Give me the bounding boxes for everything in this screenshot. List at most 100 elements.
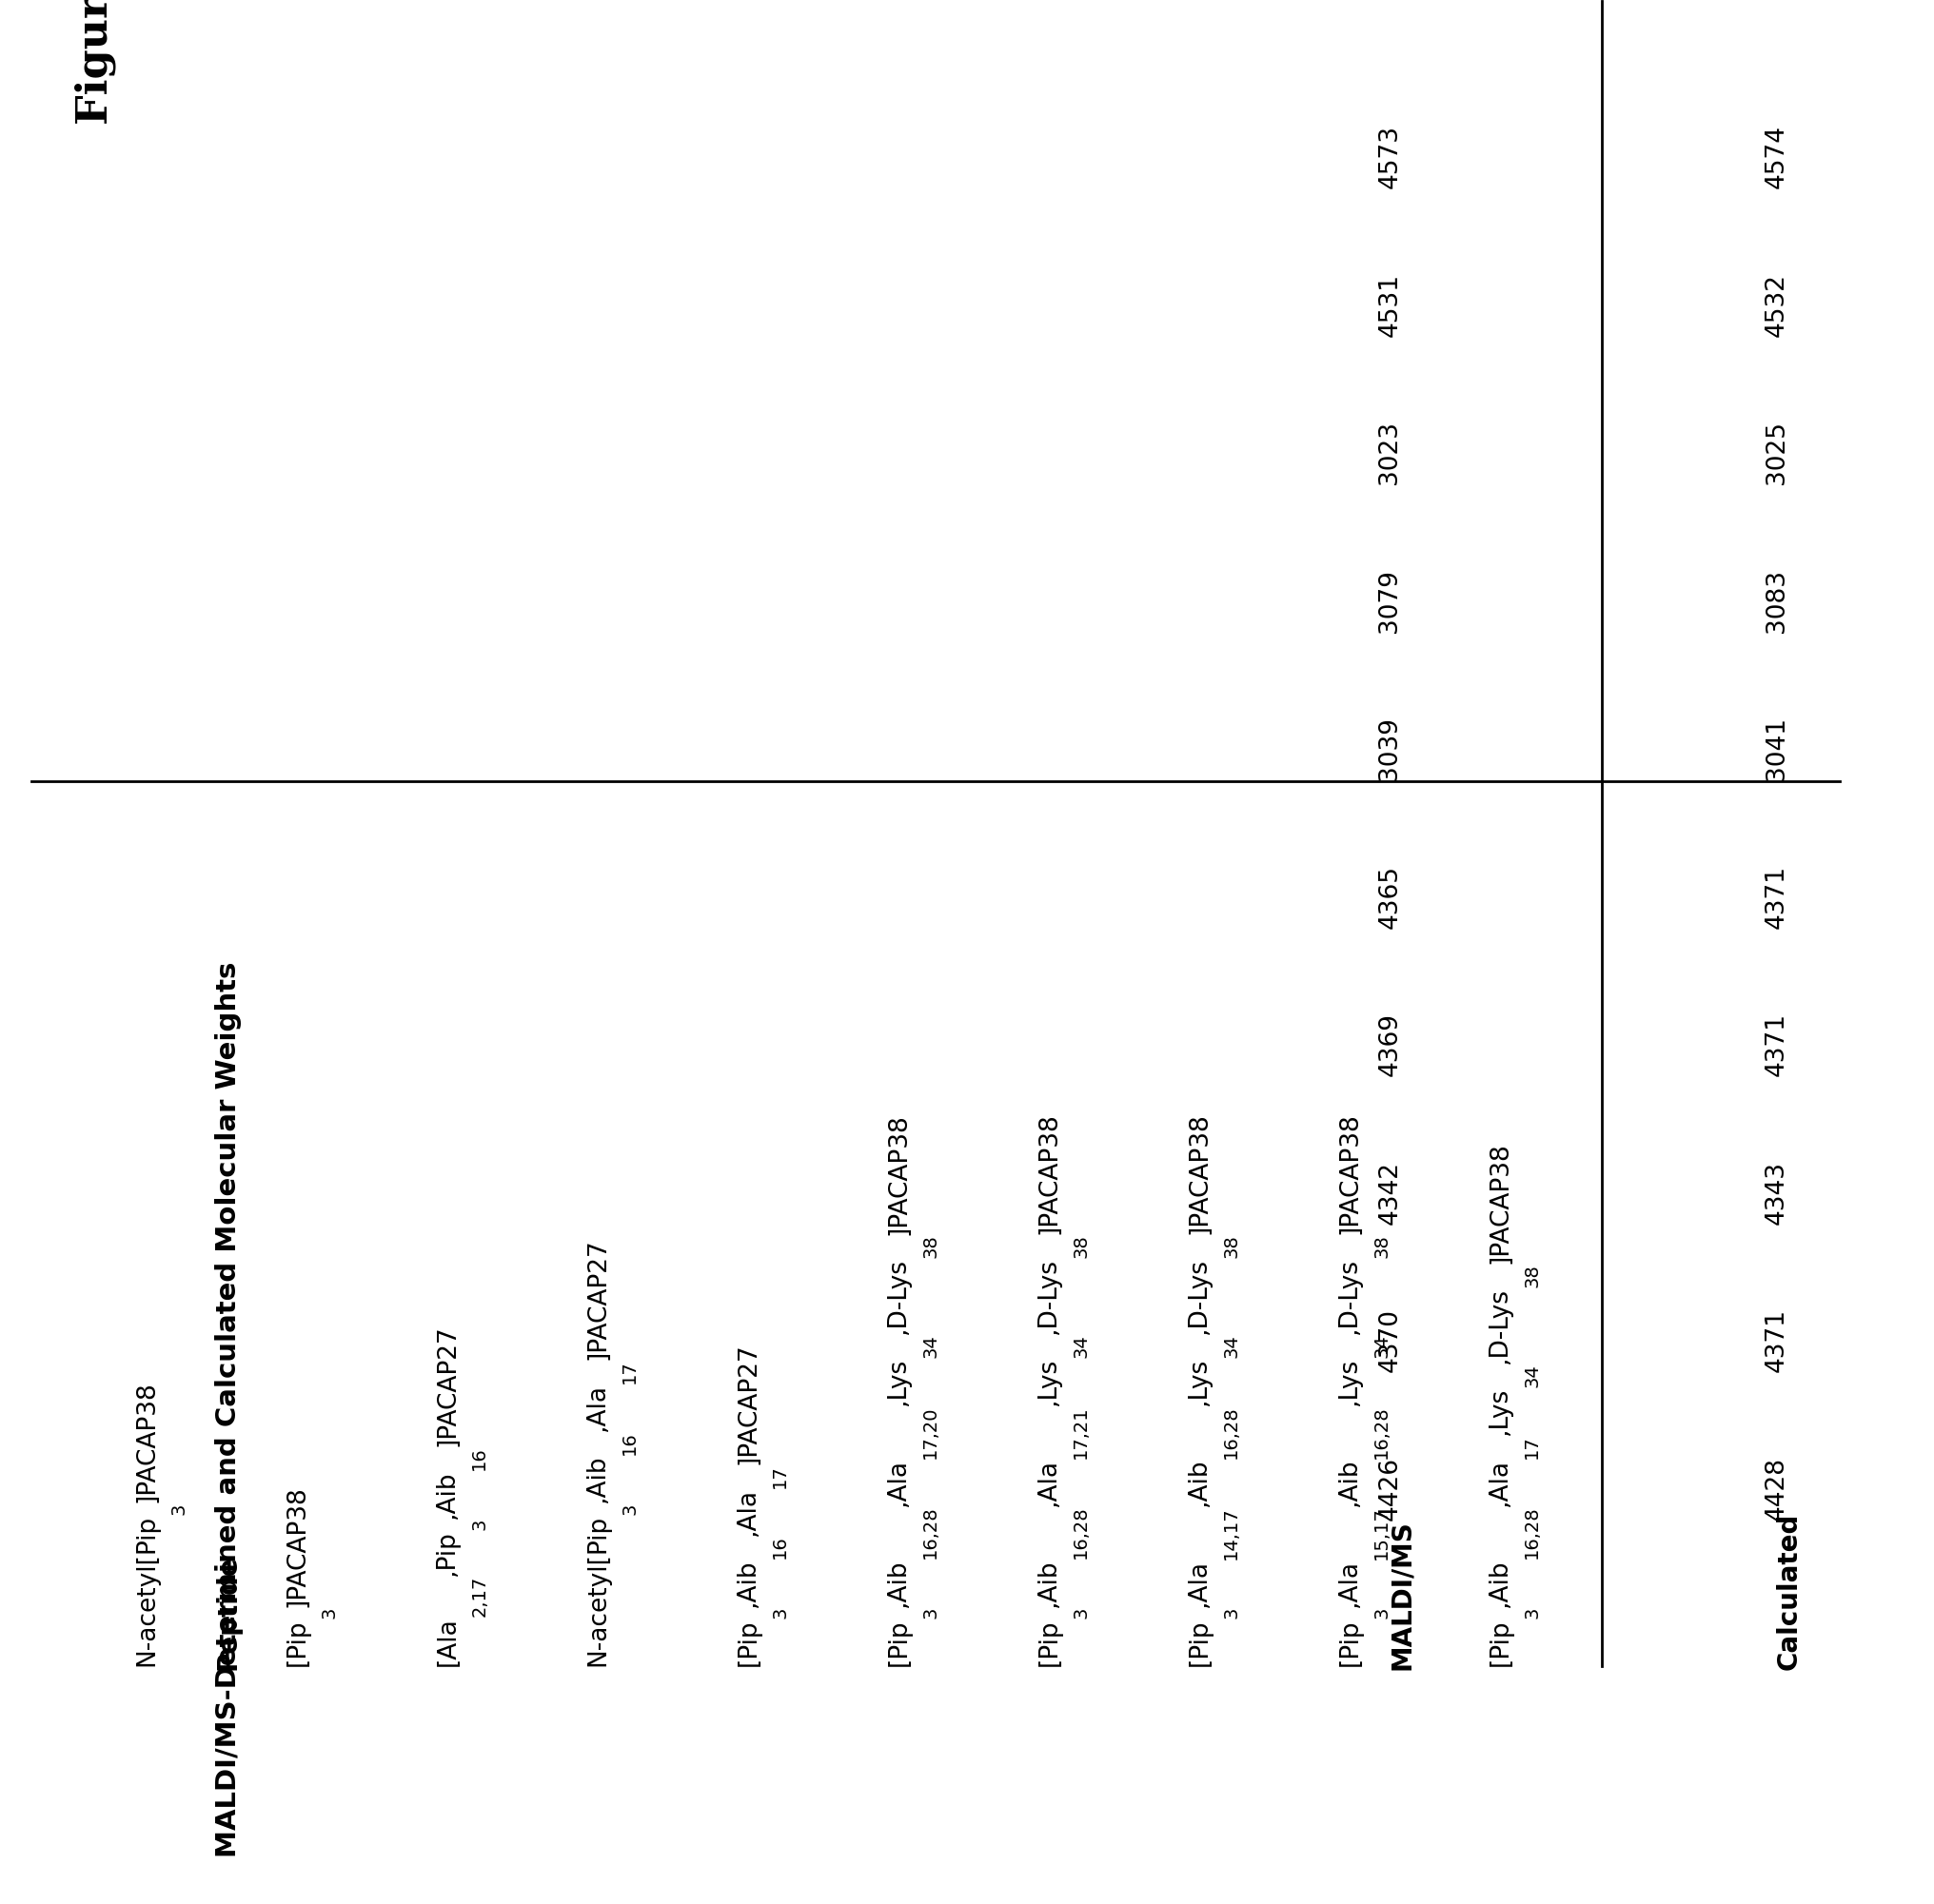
Text: 3: 3: [921, 1607, 940, 1618]
Text: 16,28: 16,28: [1522, 1506, 1541, 1559]
Text: ,Lys: ,Lys: [1487, 1388, 1512, 1436]
Text: 17: 17: [772, 1464, 789, 1487]
Text: 16: 16: [621, 1432, 638, 1455]
Text: 4428: 4428: [1764, 1457, 1789, 1519]
Text: 16: 16: [470, 1447, 487, 1470]
Text: ,D-Lys: ,D-Lys: [1037, 1259, 1062, 1335]
Text: 15,17: 15,17: [1371, 1506, 1391, 1559]
Text: ]PACAP27: ]PACAP27: [435, 1325, 460, 1447]
Text: ,Lys: ,Lys: [1336, 1358, 1362, 1405]
Text: MALDI/MS: MALDI/MS: [1389, 1519, 1416, 1670]
Text: 34: 34: [1522, 1363, 1541, 1388]
Text: 3: 3: [621, 1502, 638, 1514]
Text: [Ala: [Ala: [435, 1616, 460, 1666]
Text: ]PACAP38: ]PACAP38: [135, 1380, 159, 1502]
Text: 38: 38: [1522, 1264, 1541, 1287]
Text: 17: 17: [1522, 1436, 1541, 1458]
Text: 3: 3: [170, 1502, 188, 1514]
Text: Peptide: Peptide: [215, 1556, 242, 1670]
Text: 17: 17: [621, 1359, 638, 1384]
Text: 4365: 4365: [1377, 864, 1402, 929]
Text: ,Aib: ,Aib: [735, 1559, 760, 1607]
Text: ,Ala: ,Ala: [1487, 1458, 1512, 1506]
Text: 16,28: 16,28: [1371, 1405, 1391, 1458]
Text: 4532: 4532: [1764, 272, 1789, 337]
Text: ,Aib: ,Aib: [435, 1470, 460, 1517]
Text: ,D-Lys: ,D-Lys: [1487, 1287, 1512, 1363]
Text: 4342: 4342: [1377, 1161, 1402, 1224]
Text: 3: 3: [1071, 1607, 1089, 1618]
Text: Figure 2: Figure 2: [75, 0, 116, 124]
Text: [Pip: [Pip: [1336, 1618, 1362, 1666]
Text: ,Ala: ,Ala: [886, 1458, 911, 1506]
Text: ,D-Lys: ,D-Lys: [886, 1259, 911, 1335]
Text: 3: 3: [1522, 1607, 1541, 1618]
Text: ,Aib: ,Aib: [1336, 1458, 1362, 1506]
Text: 16,28: 16,28: [921, 1506, 940, 1559]
Text: ,Ala: ,Ala: [1187, 1559, 1211, 1607]
Text: ,Ala: ,Ala: [735, 1487, 760, 1535]
Text: 3: 3: [319, 1607, 338, 1618]
Text: ,Aib: ,Aib: [586, 1455, 609, 1502]
Text: ]PACAP38: ]PACAP38: [1336, 1112, 1362, 1234]
Text: 4531: 4531: [1377, 272, 1402, 337]
Text: ,D-Lys: ,D-Lys: [1187, 1259, 1211, 1335]
Text: N-acetyl[Pip: N-acetyl[Pip: [135, 1514, 159, 1666]
Text: [Pip: [Pip: [886, 1618, 911, 1666]
Text: ,Aib: ,Aib: [886, 1559, 911, 1607]
Text: ,Lys: ,Lys: [886, 1358, 911, 1405]
Text: Calculated: Calculated: [1775, 1512, 1801, 1670]
Text: ]PACAP27: ]PACAP27: [586, 1238, 609, 1359]
Text: ]PACAP38: ]PACAP38: [1187, 1114, 1211, 1234]
Text: 4574: 4574: [1764, 126, 1789, 188]
Text: 3079: 3079: [1377, 569, 1402, 632]
Text: 34: 34: [1222, 1335, 1240, 1358]
Text: 16: 16: [772, 1535, 789, 1559]
Text: [Pip: [Pip: [735, 1618, 760, 1666]
Text: [Pip: [Pip: [1187, 1618, 1211, 1666]
Text: 34: 34: [921, 1335, 940, 1358]
Text: 38: 38: [921, 1234, 940, 1259]
Text: 17,20: 17,20: [921, 1405, 940, 1458]
Text: ,Aib: ,Aib: [1487, 1559, 1512, 1607]
Text: 16,28: 16,28: [1071, 1506, 1089, 1559]
Text: ]PACAP27: ]PACAP27: [735, 1342, 760, 1464]
Text: ,Ala: ,Ala: [1037, 1458, 1062, 1506]
Text: 4573: 4573: [1377, 126, 1402, 188]
Text: 4371: 4371: [1764, 1308, 1789, 1373]
Text: 4371: 4371: [1764, 864, 1789, 929]
Text: 3025: 3025: [1764, 421, 1789, 484]
Text: 3039: 3039: [1377, 716, 1402, 781]
Text: 4343: 4343: [1764, 1161, 1789, 1224]
Text: 3041: 3041: [1764, 716, 1789, 781]
Text: MALDI/MS-Determined and Calculated Molecular Weights: MALDI/MS-Determined and Calculated Molec…: [215, 962, 242, 1856]
Text: ]PACAP38: ]PACAP38: [886, 1114, 911, 1234]
Text: 3023: 3023: [1377, 421, 1402, 484]
Text: ,Aib: ,Aib: [1037, 1559, 1062, 1607]
Text: 3: 3: [1222, 1607, 1240, 1618]
Text: ,Lys: ,Lys: [1037, 1358, 1062, 1405]
Text: 34: 34: [1071, 1335, 1089, 1358]
Text: N-acetyl[Pip: N-acetyl[Pip: [586, 1514, 609, 1666]
Text: 14,17: 14,17: [1222, 1506, 1240, 1559]
Text: 38: 38: [1222, 1234, 1240, 1259]
Text: 3: 3: [1371, 1607, 1391, 1618]
Text: [Pip: [Pip: [284, 1618, 309, 1666]
Text: ,Lys: ,Lys: [1187, 1358, 1211, 1405]
Text: ,D-Lys: ,D-Lys: [1336, 1259, 1362, 1335]
Text: ]PACAP38: ]PACAP38: [1037, 1114, 1062, 1234]
Text: 3: 3: [470, 1517, 487, 1531]
Text: 17,21: 17,21: [1071, 1405, 1089, 1458]
Text: ]PACAP38: ]PACAP38: [284, 1485, 309, 1607]
Text: 4371: 4371: [1764, 1013, 1789, 1076]
Text: 38: 38: [1071, 1234, 1089, 1259]
Text: 4370: 4370: [1377, 1308, 1402, 1373]
Text: 4369: 4369: [1377, 1013, 1402, 1076]
Text: 16,28: 16,28: [1222, 1405, 1240, 1458]
Text: 2,17: 2,17: [470, 1577, 487, 1616]
Text: ,Ala: ,Ala: [586, 1384, 609, 1432]
Text: ,Aib: ,Aib: [1187, 1458, 1211, 1506]
Text: 38: 38: [1371, 1234, 1391, 1259]
Text: 3083: 3083: [1764, 569, 1789, 632]
Text: 34: 34: [1371, 1335, 1391, 1358]
